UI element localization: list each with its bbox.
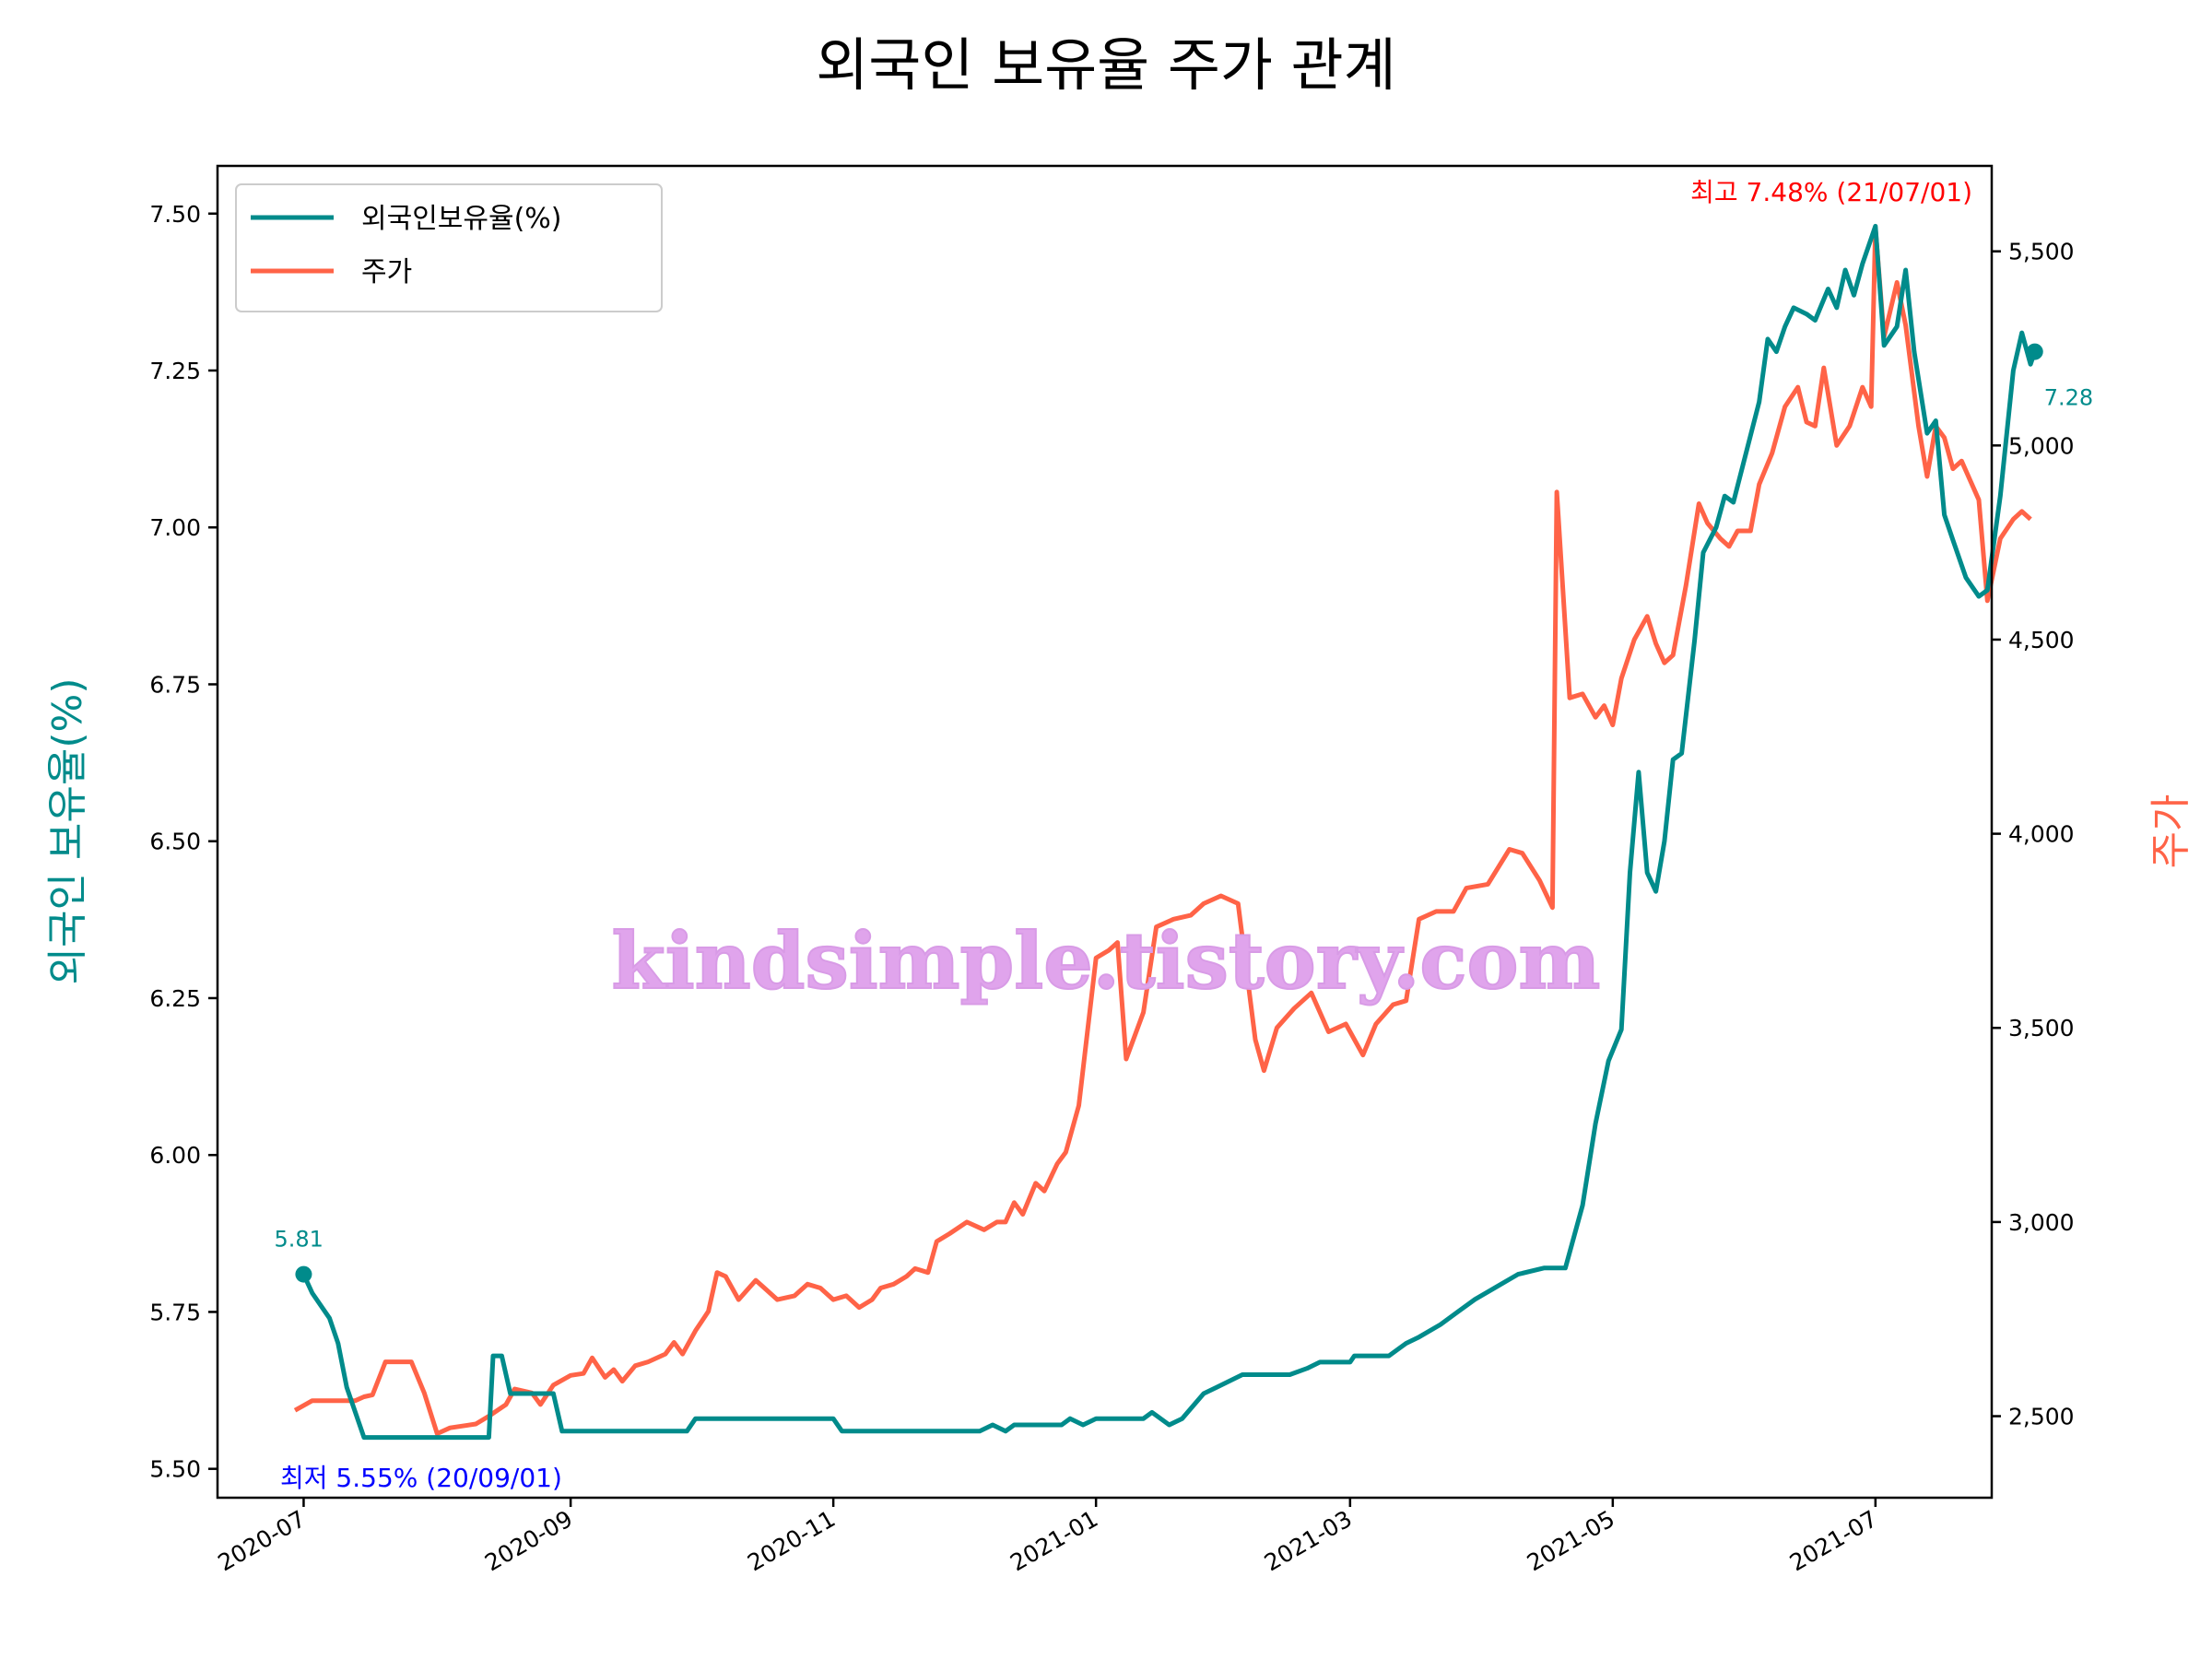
y-left-tick-label: 7.50 (149, 201, 201, 228)
x-tick-label: 2020-11 (743, 1505, 840, 1576)
first-point-marker (295, 1265, 312, 1283)
series-layer (293, 223, 2038, 1441)
y-right-tick-label: 5,000 (2008, 432, 2075, 459)
x-tick-label: 2021-05 (1523, 1505, 1619, 1576)
series-line-stock-price (293, 225, 2032, 1436)
y-left-tick-label: 7.25 (149, 358, 201, 384)
x-tick-label: 2021-01 (1006, 1505, 1102, 1576)
y-axis-right-label: 주가 (2147, 794, 2194, 869)
first-point-label: 5.81 (274, 1227, 323, 1253)
x-tick-label: 2021-07 (1785, 1505, 1882, 1576)
legend-box (235, 183, 663, 312)
y-left-tick-label: 5.50 (149, 1456, 201, 1483)
y-right-tick-label: 5,500 (2008, 239, 2075, 265)
x-tick-label: 2020-09 (480, 1505, 577, 1576)
last-point-label: 7.28 (2044, 385, 2093, 411)
x-tick-label: 2021-03 (1260, 1505, 1357, 1576)
y-left-tick-label: 6.50 (149, 829, 201, 855)
y-axis-left-label: 외국인 보유율(%) (44, 677, 91, 984)
max-annotation: 최고 7.48% (21/07/01) (1690, 177, 1972, 207)
legend-label: 주가 (361, 256, 412, 288)
y-left-tick-label: 5.75 (149, 1299, 201, 1325)
y-right-tick-label: 2,500 (2008, 1404, 2075, 1430)
legend-label: 외국인보유율(%) (361, 203, 562, 235)
y-right-tick-label: 3,500 (2008, 1015, 2075, 1041)
chart-title: 외국인 보유율 주가 관계 (816, 31, 1396, 99)
x-tick-label: 2020-07 (213, 1505, 310, 1576)
y-left-tick-label: 6.25 (149, 985, 201, 1012)
min-annotation: 최저 5.55% (20/09/01) (280, 1463, 562, 1493)
y-right-tick-label: 4,500 (2008, 627, 2075, 653)
plot-frame (216, 164, 1994, 1500)
y-left-tick-label: 6.75 (149, 671, 201, 698)
last-point-marker (2026, 343, 2043, 360)
y-left-tick-label: 6.00 (149, 1142, 201, 1169)
y-right-tick-label: 4,000 (2008, 821, 2075, 848)
legend: 외국인보유율(%) 주가 (235, 183, 663, 312)
watermark-text: kindsimple.tistory.com (612, 915, 1601, 1006)
y-left-tick-label: 7.00 (149, 514, 201, 541)
y-right-tick-label: 3,000 (2008, 1209, 2075, 1236)
series-line-foreign-ownership (301, 223, 2038, 1441)
annotations-layer: 5.81 7.28 최고 7.48% (21/07/01) 최저 5.55% (20/… (274, 177, 2093, 1493)
